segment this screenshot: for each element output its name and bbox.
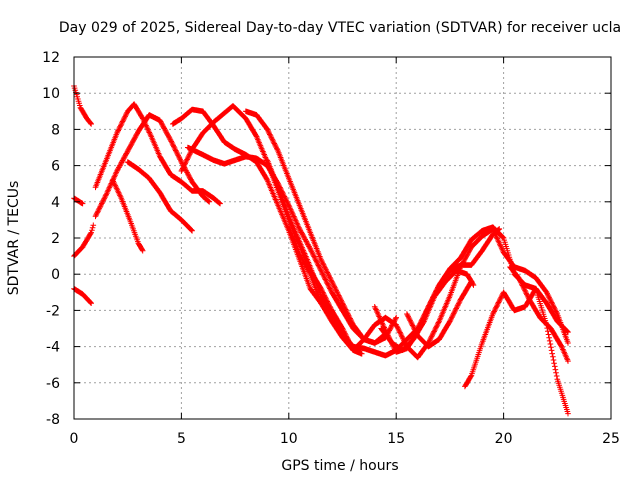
y-tick-label: 8 (51, 122, 60, 138)
series-markers (109, 177, 146, 254)
x-tick-label: 15 (387, 431, 405, 447)
y-axis-label: SDTVAR / TECUs (6, 181, 22, 296)
x-tick-label: 5 (177, 431, 186, 447)
data-marks (71, 83, 571, 417)
x-tick-label: 20 (495, 431, 513, 447)
series-track-17 (404, 278, 475, 350)
chart-title: Day 029 of 2025, Sidereal Day-to-day VTE… (59, 20, 621, 36)
y-tick-label: 10 (42, 86, 60, 102)
y-tick-label: 4 (51, 195, 60, 211)
series-track-16 (378, 267, 477, 353)
y-tick-label: -4 (46, 340, 60, 356)
series-markers (404, 278, 475, 350)
x-tick-label: 25 (602, 431, 620, 447)
x-tick-label: 0 (70, 431, 79, 447)
series-markers (507, 264, 571, 364)
y-tick-label: 12 (42, 50, 60, 66)
y-tick-label: -8 (46, 412, 60, 428)
y-tick-label: 0 (51, 267, 60, 283)
axis-ticks (73, 56, 612, 420)
y-tick-label: -2 (46, 303, 60, 319)
y-tick-label: 2 (51, 231, 60, 247)
series-markers (378, 267, 477, 353)
series-markers (92, 101, 223, 207)
x-axis-label: GPS time / hours (281, 458, 398, 474)
series-track-19 (507, 264, 571, 364)
series-track-8 (124, 159, 195, 234)
series-markers (124, 159, 195, 234)
y-tick-label: -6 (46, 376, 60, 392)
x-tick-label: 10 (280, 431, 298, 447)
series-track-6 (92, 101, 223, 207)
series-track-7 (109, 177, 146, 254)
tick-labels: 0 5 10 15 20 25 -8 -6 -4 -2 0 2 4 6 8 10 12 (42, 50, 620, 447)
y-tick-label: 6 (51, 159, 60, 175)
